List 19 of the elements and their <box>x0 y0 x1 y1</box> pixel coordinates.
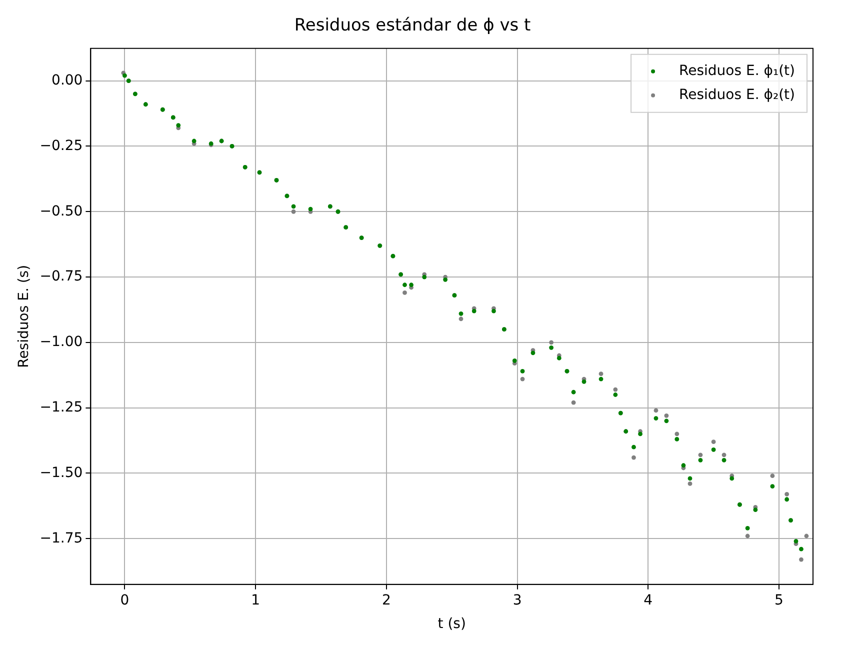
x-tick-label: 5 <box>774 592 784 608</box>
x-tick-label: 2 <box>382 592 391 608</box>
x-tick-label: 4 <box>644 592 653 608</box>
x-tick-label: 0 <box>120 592 130 608</box>
x-tick-label: 3 <box>512 592 522 608</box>
x-tick-label: 1 <box>251 592 260 608</box>
y-tick-label: −0.50 <box>40 203 83 220</box>
y-axis-title: Residuos E. (s) <box>16 264 32 368</box>
y-tick-label: −0.25 <box>40 138 83 154</box>
legend-label: Residuos E. ϕ₁(t) <box>679 63 796 80</box>
y-tick-label: 0.00 <box>52 72 83 88</box>
legend-label: Residuos E. ϕ₂(t) <box>679 87 796 104</box>
y-tick-label: −1.00 <box>40 334 83 350</box>
y-tick-label: −1.50 <box>40 464 83 481</box>
x-axis-title: t (s) <box>438 616 466 632</box>
y-tick-label: −1.25 <box>40 399 83 416</box>
y-tick-label: −1.75 <box>40 530 83 546</box>
chart-title: Residuos estándar de ϕ vs t <box>294 16 532 36</box>
y-tick-label: −0.75 <box>40 268 83 285</box>
